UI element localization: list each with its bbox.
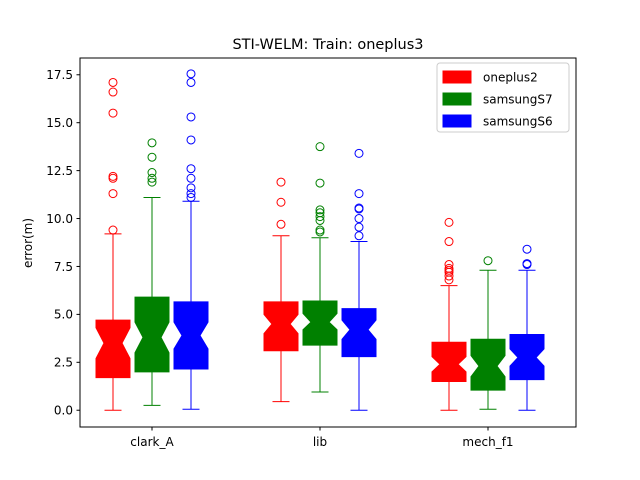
flier-samsungS6-clark_A [186,173,196,183]
x-tick-label: mech_f1 [462,435,513,449]
y-axis-label: error(m) [21,218,35,268]
x-tick-label: clark_A [130,435,174,449]
flier-samsungS6-clark_A [186,183,196,193]
y-tick-label: 7.5 [54,260,73,274]
y-tick-label: 10.0 [46,212,73,226]
flier-oneplus2-mech_f1 [444,237,454,247]
flier-samsungS7-lib [315,178,325,188]
box-oneplus2-clark_A [95,319,131,379]
legend-swatch-oneplus2 [442,70,472,84]
flier-samsungS7-lib [315,225,325,235]
box-oneplus2-lib [263,301,299,352]
flier-samsungS7-clark_A [147,168,157,178]
flier-samsungS7-clark_A [147,173,157,183]
flier-samsungS6-lib [354,203,364,213]
chart-title: STI-WELM: Train: oneplus3 [232,37,423,53]
box-samsungS7-lib [302,300,338,346]
box-samsungS7-clark_A [134,296,170,373]
flier-samsungS7-clark_A [147,177,157,187]
flier-samsungS7-clark_A [147,138,157,148]
flier-samsungS6-mech_f1 [522,259,532,269]
plot-area [95,69,545,411]
flier-oneplus2-clark_A [108,171,118,181]
flier-samsungS6-clark_A [186,112,196,122]
legend-label-samsungS6: samsungS6 [483,115,553,129]
box-oneplus2-mech_f1 [431,341,467,382]
y-tick-label: 17.5 [46,68,73,82]
flier-oneplus2-clark_A [108,77,118,87]
y-tick-label: 2.5 [54,356,73,370]
plot-frame [79,57,577,428]
flier-samsungS6-clark_A [186,77,196,87]
flier-oneplus2-clark_A [108,87,118,97]
y-tick-label: 15.0 [46,116,73,130]
flier-samsungS6-lib [354,189,364,199]
flier-oneplus2-clark_A [108,189,118,199]
flier-samsungS7-mech_f1 [483,256,493,266]
flier-samsungS6-lib [354,148,364,158]
box-samsungS7-mech_f1 [470,338,506,391]
flier-samsungS6-clark_A [186,164,196,174]
legend: oneplus2 samsungS7 samsungS6 [436,62,570,133]
flier-samsungS7-clark_A [147,152,157,162]
box-samsungS6-lib [341,308,377,358]
flier-oneplus2-lib [276,219,286,229]
flier-samsungS7-lib [315,205,325,215]
flier-samsungS6-lib [354,222,364,232]
flier-oneplus2-lib [276,177,286,187]
x-tick-label: lib [313,435,327,449]
flier-samsungS7-lib [315,142,325,152]
y-tick-label: 5.0 [54,308,73,322]
flier-samsungS7-lib [315,208,325,218]
flier-samsungS6-clark_A [186,69,196,79]
flier-oneplus2-mech_f1 [444,217,454,227]
legend-label-oneplus2: oneplus2 [483,71,538,85]
axes: 0.0 2.5 5.0 7.5 10.0 12.5 15.0 17.5 clark_A lib me… [46,57,577,449]
flier-samsungS6-clark_A [186,135,196,145]
flier-samsungS6-lib [354,231,364,241]
flier-samsungS7-lib [315,212,325,222]
flier-oneplus2-mech_f1 [444,263,454,273]
y-tick-label: 0.0 [54,404,73,418]
flier-oneplus2-clark_A [108,225,118,235]
legend-swatch-samsungS6 [442,114,472,128]
flier-oneplus2-mech_f1 [444,260,454,270]
y-tick-label: 12.5 [46,164,73,178]
flier-samsungS6-lib [354,214,364,224]
flier-samsungS6-mech_f1 [522,244,532,254]
flier-oneplus2-clark_A [108,108,118,118]
legend-label-samsungS7: samsungS7 [483,93,553,107]
flier-oneplus2-lib [276,197,286,207]
flier-samsungS6-clark_A [186,192,196,202]
legend-swatch-samsungS7 [442,92,472,106]
flier-samsungS6-clark_A [186,189,196,199]
